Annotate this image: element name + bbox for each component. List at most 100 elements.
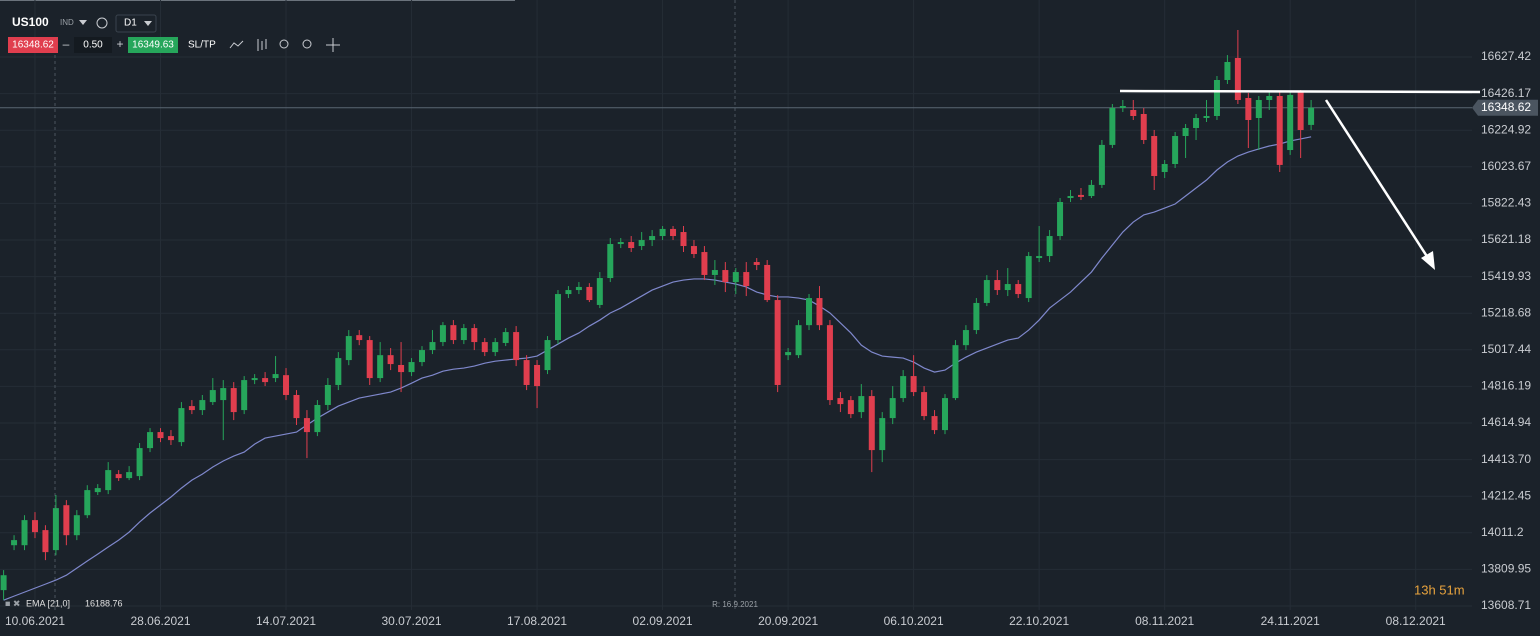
x-tick-label: 30.07.2021	[382, 614, 442, 628]
x-tick-label: 17.08.2021	[507, 614, 567, 628]
candle-body	[11, 540, 18, 546]
market: IND	[60, 18, 74, 27]
y-tick-label: 16627.42	[1481, 49, 1531, 63]
spread: 0.50	[83, 40, 103, 51]
candle-body	[481, 342, 488, 353]
candle-body	[868, 396, 875, 451]
candle-body	[743, 272, 750, 287]
candle-body	[795, 325, 802, 356]
plus[interactable]: +	[116, 37, 123, 51]
candle-body	[513, 332, 520, 361]
candle-body	[272, 374, 279, 379]
candle-body	[251, 378, 258, 381]
candle-body	[858, 396, 865, 413]
candle-body	[1287, 94, 1294, 151]
candle-body	[314, 404, 321, 433]
candle-body	[105, 470, 112, 491]
candle-body	[63, 505, 70, 536]
x-tick-label: 22.10.2021	[1009, 614, 1069, 628]
candle-body	[617, 242, 624, 245]
info-icon[interactable]	[96, 17, 108, 29]
candle-body	[450, 325, 457, 341]
x-tick-label: 10.06.2021	[5, 614, 65, 628]
candle-body	[596, 278, 603, 305]
y-tick-label: 16426.17	[1481, 86, 1531, 100]
candle-body	[1119, 106, 1126, 109]
candle-body	[157, 432, 164, 439]
candle-body	[638, 240, 645, 247]
y-tick-label: 13809.95	[1481, 562, 1531, 576]
candle-body	[565, 290, 572, 295]
sltp[interactable]: SL/TP	[188, 40, 216, 51]
arrow	[1324, 99, 1430, 259]
move-icon[interactable]	[326, 38, 340, 52]
dropdown-icon[interactable]	[144, 21, 152, 26]
y-tick-label: 15822.43	[1481, 196, 1531, 210]
zoom-in-icon[interactable]	[302, 39, 312, 49]
candle-body	[178, 408, 185, 443]
y-tick-label: 15419.93	[1481, 269, 1531, 283]
candle-body	[900, 376, 907, 399]
candle-body	[680, 232, 687, 247]
candle-body	[722, 270, 729, 283]
candle-body	[492, 342, 499, 353]
price-tag	[1472, 99, 1538, 116]
candle-body	[21, 520, 28, 546]
candle-body	[711, 270, 718, 275]
candle-body	[659, 228, 666, 237]
candle-body	[628, 242, 635, 249]
candle-body	[115, 474, 122, 479]
candle-body	[1297, 91, 1304, 131]
line-icon[interactable]	[229, 40, 244, 49]
candle-body	[1057, 202, 1064, 237]
candle-body	[1213, 79, 1220, 117]
minus[interactable]: –	[63, 37, 70, 51]
candle-body	[408, 362, 415, 373]
price-tag-label: 16348.62	[1481, 100, 1531, 114]
candle-body	[774, 300, 781, 385]
y-tick-label: 15017.44	[1481, 342, 1531, 356]
candle-body	[209, 390, 216, 403]
candle-body	[241, 380, 248, 411]
candle-body	[1172, 136, 1179, 165]
bid[interactable]: 16348.62	[12, 40, 54, 51]
ask[interactable]: 16349.63	[132, 40, 174, 51]
y-tick-label: 16023.67	[1481, 159, 1531, 173]
candle-body	[52, 508, 59, 551]
zoom-out-icon[interactable]	[279, 39, 289, 49]
arrow-head	[1421, 251, 1435, 270]
x-tick-label: 14.07.2021	[256, 614, 316, 628]
candle-body	[1098, 144, 1105, 185]
candle-body	[523, 360, 530, 385]
dropdown-icon[interactable]	[79, 20, 87, 25]
candle-body	[1004, 284, 1011, 291]
candle-body	[262, 378, 269, 383]
symbol[interactable]: US100	[12, 15, 49, 29]
timeframe-box[interactable]	[115, 14, 157, 33]
x-tick-label: 28.06.2021	[130, 614, 190, 628]
candle-body	[607, 244, 614, 279]
y-tick-label: 14413.70	[1481, 452, 1531, 466]
candle-body	[220, 388, 227, 401]
x-tick-label: 08.11.2021	[1135, 614, 1194, 628]
candle-body	[764, 264, 771, 301]
ema-line	[3, 136, 1312, 601]
candle-body	[554, 294, 561, 341]
candle-body	[1308, 107, 1315, 125]
candle-body	[136, 448, 143, 477]
candle-body	[973, 302, 980, 331]
candle-body	[84, 490, 91, 516]
candle-body	[837, 398, 844, 405]
candle-body	[1161, 164, 1168, 173]
ask-box[interactable]	[128, 37, 178, 53]
resistance-line	[1119, 89, 1481, 94]
legend-icons[interactable]: ■ ✖	[5, 598, 20, 608]
candle-body	[816, 298, 823, 326]
candle-body	[1234, 57, 1241, 101]
candle-body	[387, 355, 394, 365]
candle-body	[439, 325, 446, 343]
candle-icon[interactable]	[257, 39, 267, 51]
timeframe[interactable]: D1	[124, 18, 137, 29]
bid-box[interactable]	[8, 37, 58, 53]
candle-body	[188, 406, 195, 411]
